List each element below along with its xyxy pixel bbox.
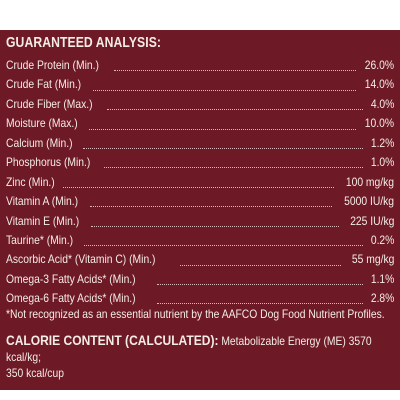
dot-leader	[89, 206, 332, 208]
dot-leader	[93, 89, 356, 91]
dot-leader	[106, 109, 363, 111]
table-row: Zinc (Min.) 100 mg/kg	[6, 175, 394, 194]
dot-leader	[83, 147, 363, 149]
nutrient-label: Zinc (Min.)	[6, 174, 55, 189]
table-row: Crude Fiber (Max.) 4.0%	[6, 97, 394, 116]
dot-leader	[156, 303, 363, 305]
nutrient-value: 1.2%	[370, 135, 394, 150]
nutrient-label: Crude Fat (Min.)	[6, 77, 82, 92]
table-row: Phosphorus (Min.) 1.0%	[6, 155, 394, 174]
nutrient-label: Crude Fiber (Max.)	[6, 96, 93, 111]
nutrient-value: 225 IU/kg	[349, 213, 394, 228]
nutrient-label: Omega-6 Fatty Acids* (Min.)	[6, 291, 136, 306]
nutrient-label: Vitamin E (Min.)	[6, 213, 80, 228]
nutrient-value: 26.0%	[364, 58, 394, 72]
table-row: Moisture (Max.) 10.0%	[6, 116, 394, 135]
nutrient-label: Taurine* (Min.)	[6, 232, 74, 247]
nutrient-value: 55 mg/kg	[351, 252, 394, 267]
nutrient-label: Calcium (Min.)	[6, 135, 73, 150]
table-row: Vitamin E (Min.) 225 IU/kg	[6, 214, 394, 233]
nutrient-label: Omega-3 Fatty Acids* (Min.)	[6, 271, 136, 286]
calorie-text: Metabolizable Energy (ME) 3570 kcal/kg;	[6, 334, 372, 364]
nutrient-value: 1.1%	[370, 271, 394, 286]
nutrient-value: 10.0%	[364, 116, 394, 131]
calorie-content: CALORIE CONTENT (CALCULATED): Metaboliza…	[6, 332, 384, 381]
analysis-table: Crude Protein (Min.) 26.0% Crude Fat (Mi…	[6, 58, 394, 311]
dot-leader	[89, 128, 356, 130]
dot-leader	[91, 225, 339, 227]
panel-title: GUARANTEED ANALYSIS:	[6, 35, 162, 51]
nutrient-value: 4.0%	[370, 96, 394, 111]
dot-leader	[104, 167, 363, 169]
table-row: Crude Protein (Min.) 26.0%	[6, 58, 394, 77]
nutrient-label: Ascorbic Acid* (Vitamin C) (Min.)	[6, 252, 156, 267]
table-row: Omega-3 Fatty Acids* (Min.) 1.1%	[6, 272, 394, 291]
dot-leader	[156, 284, 363, 286]
table-row: Ascorbic Acid* (Vitamin C) (Min.) 55 mg/…	[6, 252, 394, 271]
table-row: Calcium (Min.) 1.2%	[6, 136, 394, 155]
table-row: Crude Fat (Min.) 14.0%	[6, 77, 394, 96]
calorie-title: CALORIE CONTENT (CALCULATED):	[6, 332, 219, 348]
table-row: Vitamin A (Min.) 5000 IU/kg	[6, 194, 394, 213]
dot-leader	[84, 245, 363, 247]
nutrient-label: Phosphorus (Min.)	[6, 155, 91, 170]
footnote: *Not recognized as an essential nutrient…	[6, 307, 385, 321]
dot-leader	[179, 264, 341, 266]
guaranteed-analysis-panel: GUARANTEED ANALYSIS: Crude Protein (Min.…	[0, 30, 400, 390]
nutrient-label: Crude Protein (Min.)	[6, 58, 99, 72]
dot-leader	[62, 186, 334, 188]
table-row: Omega-6 Fatty Acids* (Min.) 2.8%	[6, 291, 394, 310]
nutrient-value: 5000 IU/kg	[344, 194, 394, 209]
table-row: Taurine* (Min.) 0.2%	[6, 233, 394, 252]
nutrient-value: 14.0%	[364, 77, 394, 92]
nutrient-value: 100 mg/kg	[345, 174, 394, 189]
nutrient-value: 2.8%	[370, 291, 394, 306]
nutrient-value: 0.2%	[370, 232, 394, 247]
calorie-text-line2: 350 kcal/cup	[6, 366, 64, 380]
nutrient-label: Moisture (Max.)	[6, 116, 78, 131]
dot-leader	[114, 70, 356, 72]
nutrient-label: Vitamin A (Min.)	[6, 194, 79, 209]
nutrient-value: 1.0%	[370, 155, 394, 170]
